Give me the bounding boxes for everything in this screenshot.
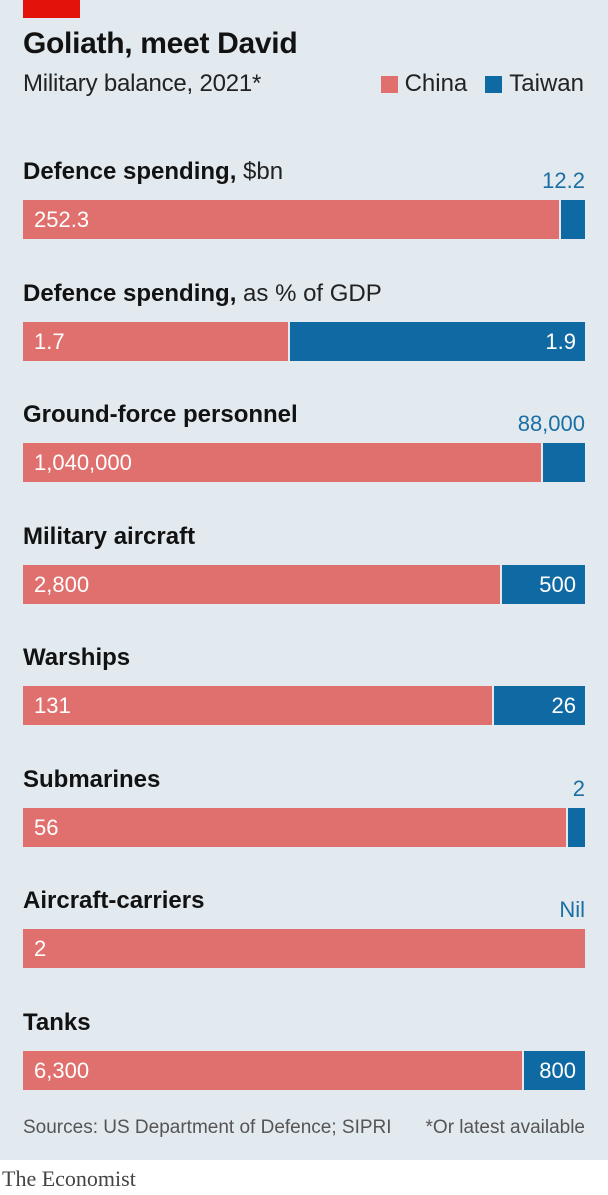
bar-row: 1.7 1.9: [23, 322, 585, 361]
bar-taiwan: [543, 443, 585, 482]
footer-sources: Sources: US Department of Defence; SIPRI: [23, 1117, 392, 1138]
bar-china: 252.3: [23, 200, 559, 239]
bar-taiwan: 1.9: [290, 322, 585, 361]
value-label-taiwan: Nil: [559, 897, 585, 922]
value-label-taiwan: 12.2: [542, 168, 585, 193]
row-label: Ground-force personnel: [23, 401, 298, 429]
bar-china: 56: [23, 808, 566, 847]
row-label-text: Warships: [23, 644, 131, 671]
row-label: Defence spending, $bn: [23, 158, 283, 186]
legend-label-china: China: [404, 70, 468, 97]
row-label: Aircraft-carriers: [23, 887, 204, 915]
legend: China Taiwan: [363, 70, 584, 98]
value-label-china: 252.3: [34, 207, 90, 232]
value-label-china: 1,040,000: [34, 450, 132, 475]
row-label-text: Aircraft-carriers: [23, 887, 205, 914]
row-label: Submarines: [23, 766, 160, 794]
value-label-taiwan: 2: [572, 776, 585, 801]
row-label: Military aircraft: [23, 523, 195, 551]
row-label: Defence spending, as % of GDP: [23, 280, 382, 308]
bar-taiwan: 800: [524, 1051, 585, 1090]
bar-taiwan: [568, 808, 585, 847]
row-label-text: Ground-force personnel: [23, 401, 298, 428]
value-label-taiwan: 26: [551, 693, 576, 718]
value-label-china: 6,300: [34, 1058, 90, 1083]
value-label-taiwan: 1.9: [545, 329, 576, 354]
value-label-china: 2,800: [34, 572, 90, 597]
bar-china: 6,300: [23, 1051, 522, 1090]
bar-taiwan: 26: [494, 686, 585, 725]
value-label-china: 1.7: [34, 329, 65, 354]
row-label: Tanks: [23, 1009, 91, 1037]
bar-row: 1,040,000: [23, 443, 585, 482]
bar-row: 2,800 500: [23, 565, 585, 604]
value-label-china: 131: [34, 693, 71, 718]
bar-china: 2,800: [23, 565, 500, 604]
bar-china: 1,040,000: [23, 443, 541, 482]
value-label-taiwan: 500: [539, 572, 576, 597]
value-label-taiwan: 800: [539, 1058, 576, 1083]
bar-row: 56: [23, 808, 585, 847]
bar-china: 2: [23, 929, 585, 968]
legend-label-taiwan: Taiwan: [509, 70, 584, 97]
row-label-text: Defence spending,: [23, 158, 237, 185]
row-label-unit: as % of GDP: [243, 280, 382, 307]
legend-item-china: China: [380, 70, 468, 98]
legend-item-taiwan: Taiwan: [485, 70, 584, 98]
row-label-text: Tanks: [23, 1009, 91, 1036]
legend-swatch-taiwan: [485, 75, 503, 93]
footer: Sources: US Department of Defence; SIPRI…: [23, 1117, 585, 1139]
row-label-unit: $bn: [243, 158, 284, 185]
chart-title: Goliath, meet David: [23, 27, 298, 60]
value-label-china: 56: [34, 815, 59, 840]
bar-row: 6,300 800: [23, 1051, 585, 1090]
bar-china: 131: [23, 686, 492, 725]
row-label-text: Military aircraft: [23, 523, 196, 550]
value-label-china: 2: [34, 936, 47, 961]
bar-row: 2: [23, 929, 585, 968]
brand-logo: The Economist: [2, 1166, 136, 1191]
legend-swatch-china: [380, 75, 398, 93]
bar-taiwan: [561, 200, 585, 239]
chart-subtitle: Military balance, 2021*: [23, 70, 262, 97]
bar-china: 1.7: [23, 322, 288, 361]
bar-row: 131 26: [23, 686, 585, 725]
footer-note: *Or latest available: [425, 1117, 585, 1138]
bar-taiwan: 500: [502, 565, 585, 604]
value-label-taiwan: 88,000: [517, 411, 585, 436]
row-label-text: Defence spending,: [23, 280, 237, 307]
row-label-text: Submarines: [23, 766, 161, 793]
bar-row: 252.3: [23, 200, 585, 239]
row-label: Warships: [23, 644, 130, 672]
economist-red-tag: [23, 0, 80, 18]
